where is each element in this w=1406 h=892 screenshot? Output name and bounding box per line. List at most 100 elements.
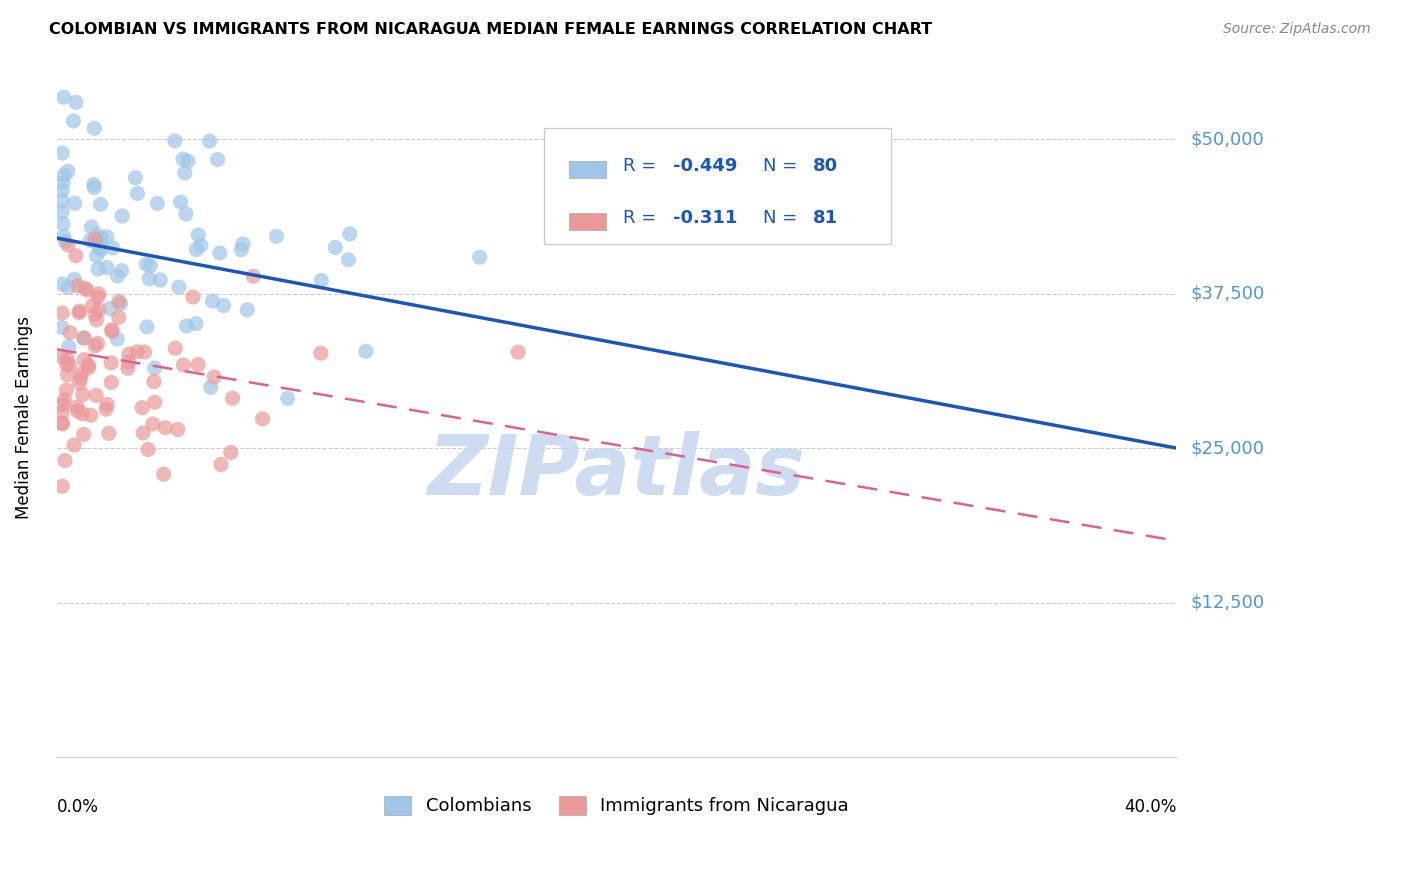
Point — [90, 231, 112, 245]
Text: 0.0%: 0.0% — [56, 797, 98, 815]
Point — [51, 320, 73, 334]
Text: -0.449: -0.449 — [673, 157, 737, 175]
Point — [80, 219, 103, 234]
Text: -0.311: -0.311 — [673, 209, 737, 227]
Y-axis label: Median Female Earnings: Median Female Earnings — [15, 316, 32, 518]
Point — [90, 197, 112, 211]
Point — [127, 186, 149, 201]
Point — [232, 236, 254, 251]
Text: COLOMBIAN VS IMMIGRANTS FROM NICARAGUA MEDIAN FEMALE EARNINGS CORRELATION CHART: COLOMBIAN VS IMMIGRANTS FROM NICARAGUA M… — [49, 22, 932, 37]
Point — [111, 264, 134, 278]
Point — [53, 453, 76, 467]
Point — [136, 442, 159, 457]
Point — [117, 361, 139, 376]
Point — [101, 325, 124, 339]
Point — [51, 306, 73, 320]
Point — [201, 294, 224, 309]
Point — [86, 313, 108, 327]
Point — [83, 121, 105, 136]
Point — [56, 368, 79, 382]
Point — [152, 467, 174, 482]
Point — [63, 196, 86, 211]
Point — [107, 268, 129, 283]
Point — [176, 318, 198, 333]
Point — [208, 246, 231, 260]
Point — [135, 257, 157, 271]
Point — [184, 317, 207, 331]
Point — [51, 417, 73, 431]
Point — [87, 286, 110, 301]
Point — [51, 416, 73, 430]
Point — [173, 166, 195, 180]
Point — [111, 209, 134, 223]
Point — [169, 195, 191, 210]
Point — [51, 350, 73, 364]
Point — [58, 358, 80, 372]
Point — [323, 240, 346, 254]
Point — [72, 331, 94, 345]
Point — [165, 341, 187, 355]
Point — [311, 273, 333, 287]
Point — [100, 356, 122, 370]
Point — [236, 302, 259, 317]
Point — [73, 331, 96, 345]
Point — [69, 304, 91, 318]
Text: N =: N = — [762, 209, 803, 227]
Point — [72, 407, 94, 421]
Point — [181, 290, 204, 304]
Point — [65, 95, 87, 110]
Point — [53, 235, 76, 249]
Point — [84, 388, 107, 402]
Point — [97, 426, 120, 441]
Text: R =: R = — [623, 157, 662, 175]
Point — [58, 280, 80, 294]
Point — [252, 411, 274, 425]
Point — [84, 339, 107, 353]
Point — [117, 355, 139, 369]
Point — [107, 310, 129, 325]
Point — [52, 90, 75, 104]
Text: 40.0%: 40.0% — [1123, 797, 1177, 815]
Point — [105, 332, 128, 346]
Point — [143, 361, 166, 376]
Point — [190, 238, 212, 252]
Point — [110, 296, 132, 310]
Point — [163, 134, 186, 148]
Point — [172, 152, 194, 166]
Point — [83, 180, 105, 194]
Point — [53, 168, 76, 182]
Point — [73, 281, 96, 295]
Point — [84, 307, 107, 321]
Point — [508, 345, 530, 359]
Point — [167, 280, 190, 294]
Point — [143, 395, 166, 409]
Point — [72, 387, 94, 401]
Point — [231, 243, 253, 257]
FancyBboxPatch shape — [544, 128, 891, 244]
Point — [51, 205, 73, 219]
Point — [98, 301, 121, 316]
Point — [468, 250, 491, 264]
Point — [354, 344, 377, 359]
Point — [86, 235, 108, 249]
Point — [63, 272, 86, 286]
Text: $50,000: $50,000 — [1191, 130, 1264, 148]
Point — [172, 358, 194, 372]
Bar — [569, 213, 606, 230]
Point — [52, 217, 75, 231]
Point — [202, 370, 225, 384]
Point — [96, 397, 118, 411]
Point — [187, 228, 209, 243]
Point — [87, 262, 110, 277]
Point — [200, 380, 222, 394]
Point — [83, 232, 105, 246]
Point — [187, 358, 209, 372]
Point — [101, 323, 124, 337]
Point — [51, 479, 73, 493]
Point — [67, 305, 90, 319]
Text: 80: 80 — [813, 157, 838, 175]
Point — [59, 326, 82, 340]
Point — [65, 249, 87, 263]
Point — [94, 402, 117, 417]
Point — [83, 178, 105, 192]
